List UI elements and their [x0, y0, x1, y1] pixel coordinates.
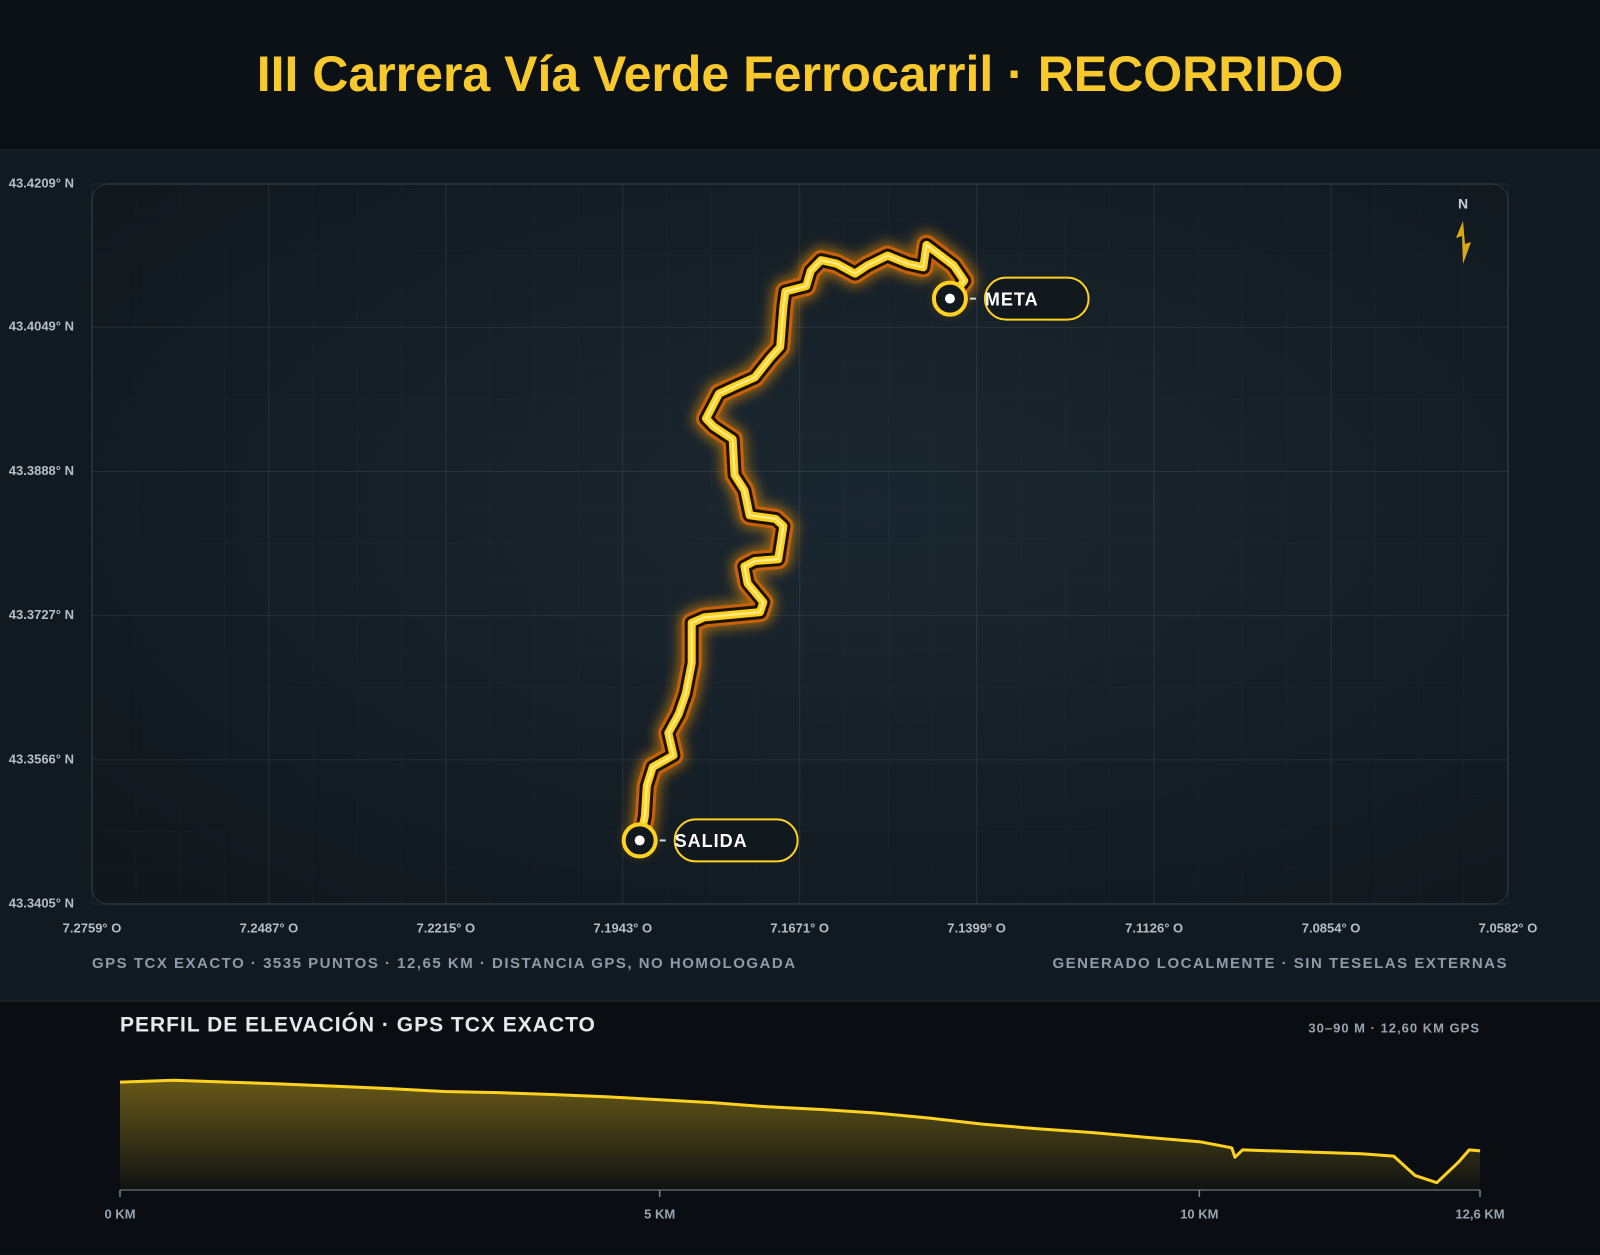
header-bg [0, 0, 1600, 150]
x-tick-label: 7.0854° O [1302, 920, 1361, 935]
marker-label-box [983, 276, 1090, 321]
y-tick-label: 43.4049° N [9, 319, 74, 334]
profile-title: PERFIL DE ELEVACIÓN · GPS TCX EXACTO [120, 1013, 596, 1037]
x-tick-label: 12,6 KM [1455, 1206, 1504, 1221]
y-tick-label: 43.3405° N [9, 895, 74, 910]
y-tick-label: 43.3888° N [9, 463, 74, 478]
x-tick-label: 7.1126° O [1125, 920, 1183, 935]
elevation-line [119, 1078, 1481, 1185]
grid: 7.2759° O 7.2487° O 7.2215° O 7.1943° O 7.16… [9, 175, 1538, 935]
north-arrow [1456, 221, 1471, 264]
map-footer-right: GENERADO LOCALMENTE · SIN TESELAS EXTERN… [1052, 955, 1508, 972]
y-tick-label: 43.3566° N [9, 751, 74, 766]
minor-grid [92, 184, 1508, 904]
x-tick-label: 5 KM [644, 1206, 675, 1221]
x-tick-label: 7.1399° O [947, 920, 1006, 935]
profile: 0 KM 5 KM 10 KM 12,6 KM [104, 1078, 1505, 1221]
profile-summary: 30–90 M · 12,60 KM GPS [1308, 1020, 1480, 1035]
marker-label: SALIDA [675, 831, 748, 851]
x-tick-label: 7.1671° O [770, 920, 829, 935]
route-core [638, 243, 966, 842]
x-tick-label: 10 KM [1180, 1206, 1218, 1221]
y-tick-label: 43.3727° N [9, 607, 74, 622]
page-title: III Carrera Vía Verde Ferrocarril · RECO… [257, 46, 1344, 102]
north-label: N [1458, 196, 1468, 212]
map-footer-left: GPS TCX EXACTO · 3535 PUNTOS · 12,65 KM … [92, 955, 797, 972]
route-marker-dot [944, 293, 955, 304]
marker-label: META [985, 289, 1039, 309]
y-tick-label: 43.4209° N [9, 175, 74, 190]
route-layer: SALIDA META [621, 231, 1090, 863]
x-tick-label: 7.1943° O [593, 920, 652, 935]
x-tick-label: 7.2215° O [416, 920, 475, 935]
route-marker-dot [634, 835, 645, 846]
x-tick-label: 0 KM [104, 1206, 135, 1221]
marker-label-box [673, 818, 799, 863]
x-tick-label: 7.0582° O [1479, 920, 1538, 935]
elevation-area [120, 1080, 1480, 1190]
x-tick-label: 7.2759° O [63, 920, 122, 935]
x-tick-label: 7.2487° O [240, 920, 299, 935]
